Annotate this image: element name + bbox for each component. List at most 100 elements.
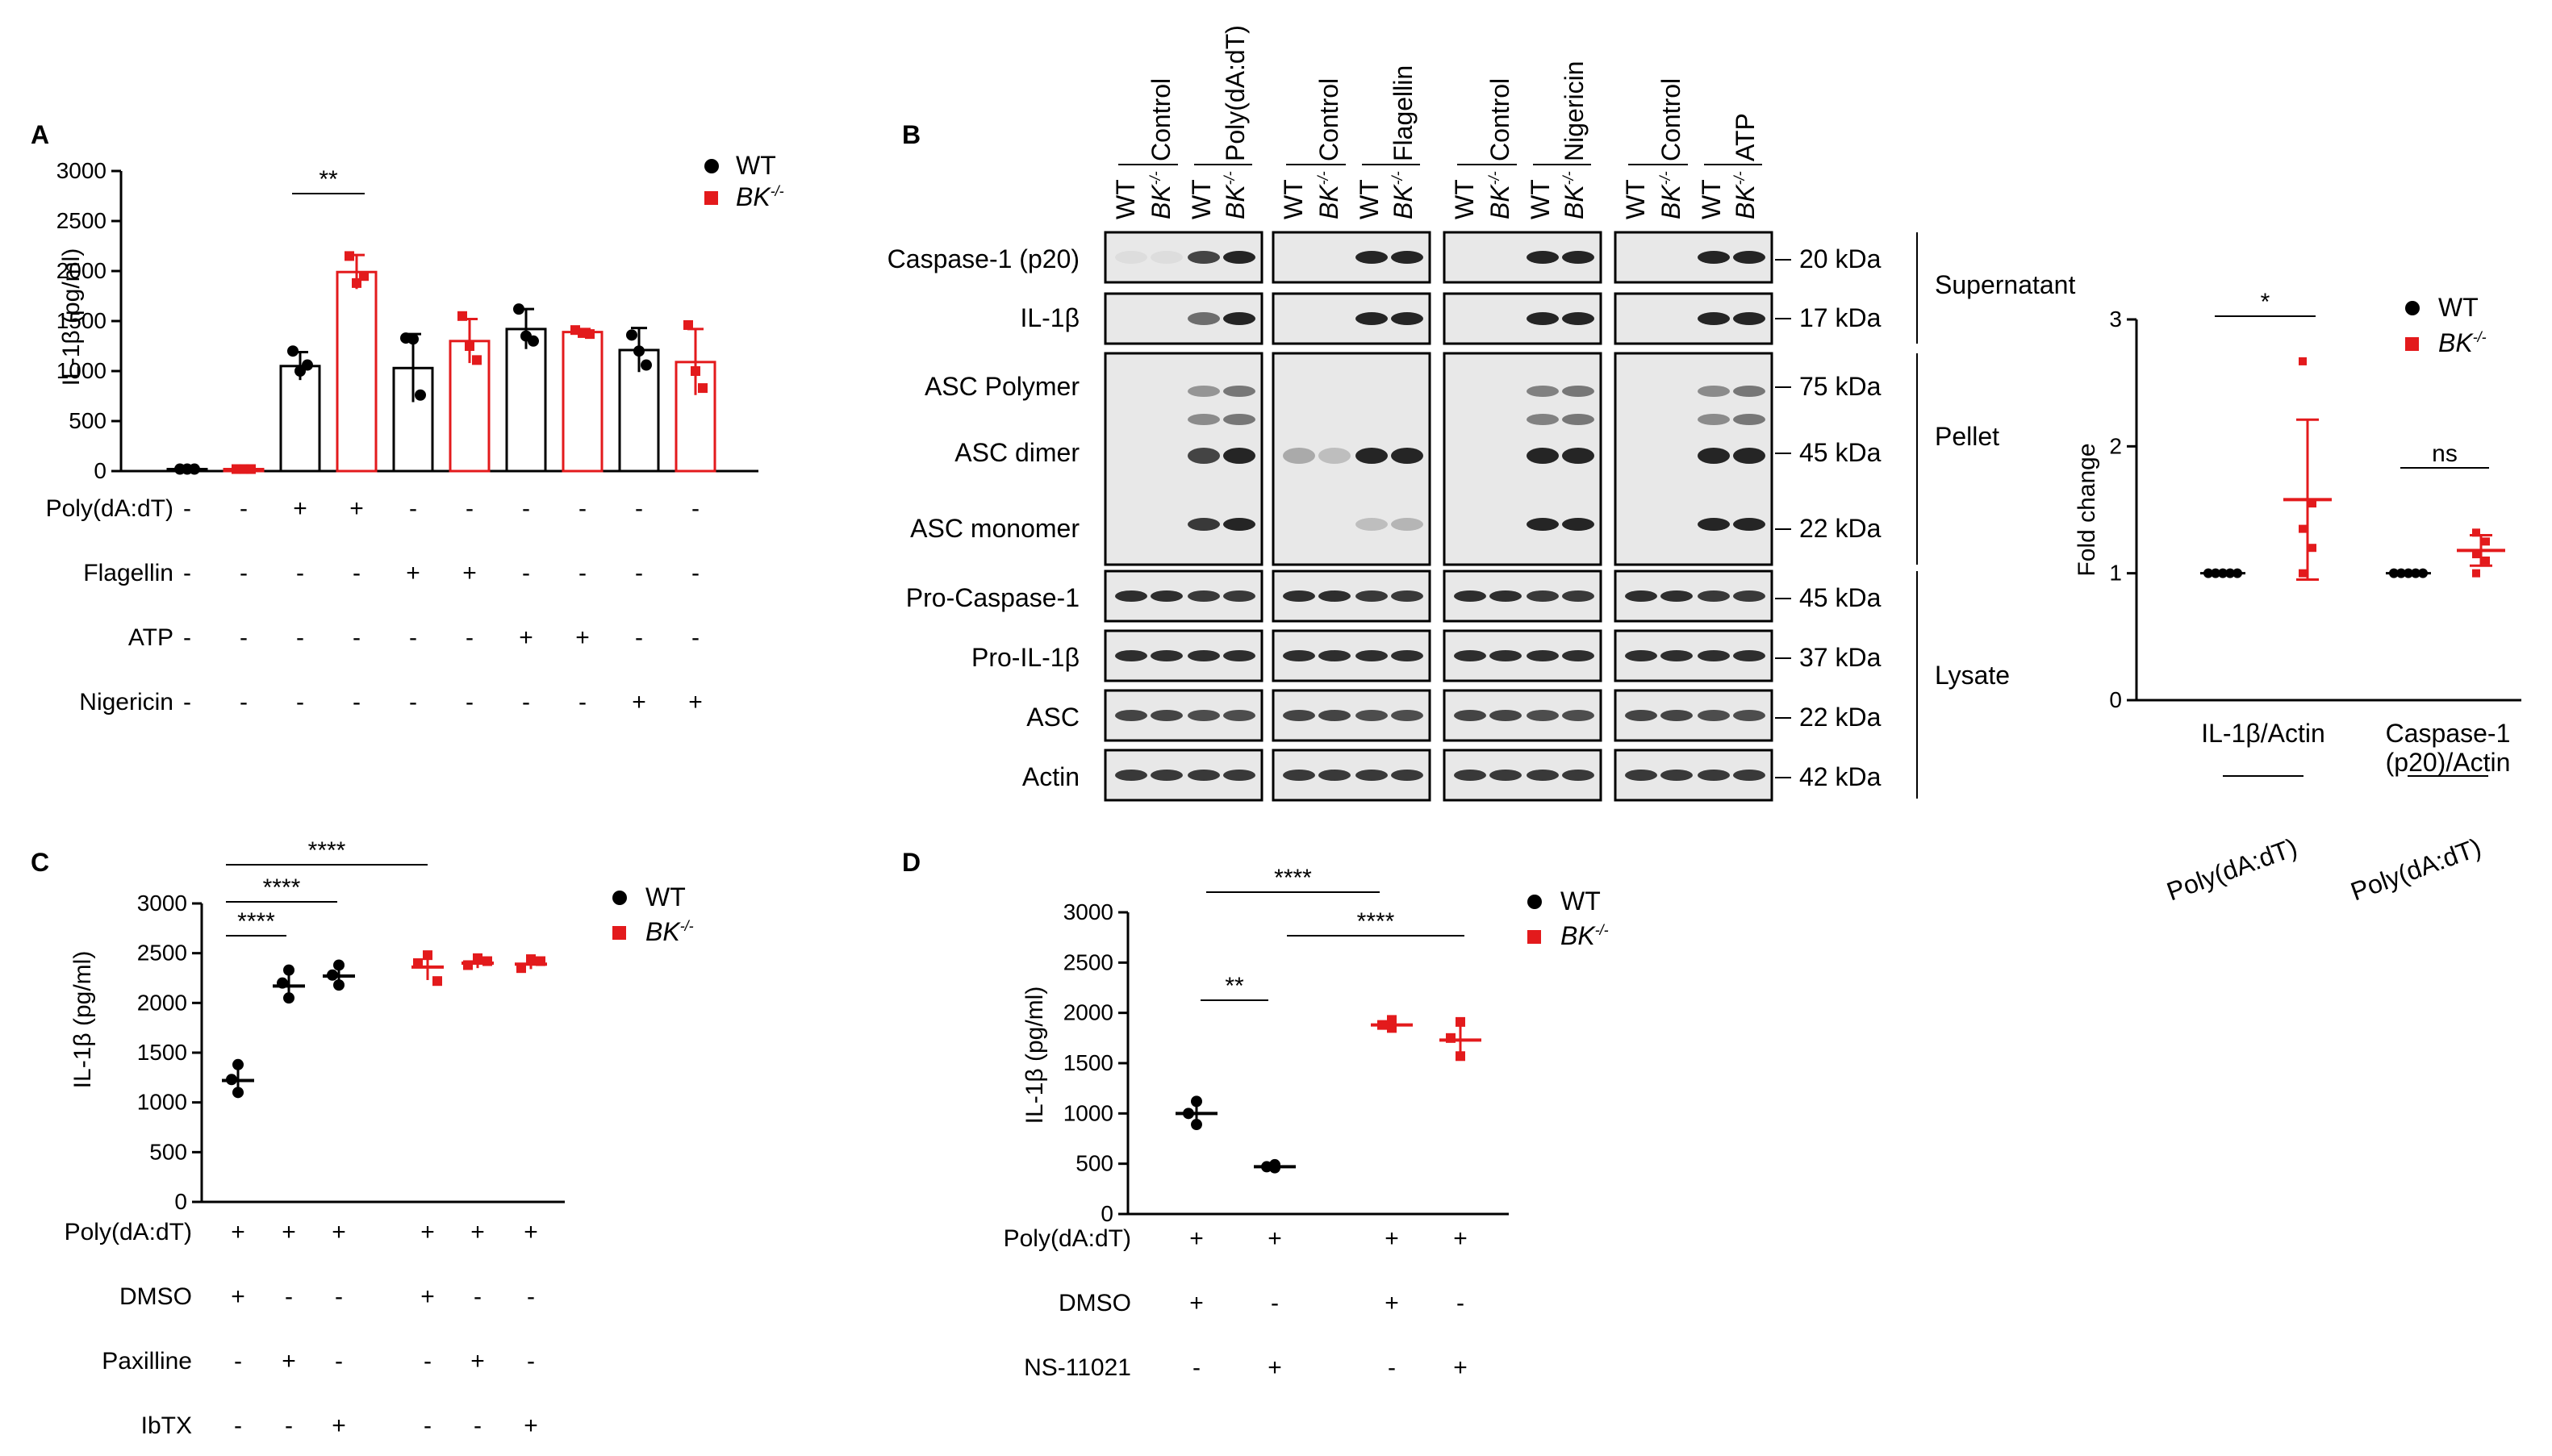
panel-bq-sig-label: ns xyxy=(2432,440,2458,467)
blot-band xyxy=(1318,650,1351,661)
panel-label-a: A xyxy=(31,120,49,149)
panel-c-point xyxy=(232,1058,244,1070)
panel-a-treatment-sign: - xyxy=(353,689,361,715)
panel-c-ytick-label: 1500 xyxy=(137,1040,187,1065)
panel-a-point xyxy=(633,345,645,357)
panel-c-treatment-sign: - xyxy=(335,1283,343,1310)
panel-a-ytick-label: 0 xyxy=(94,458,107,483)
panel-d-ytick-label: 500 xyxy=(1076,1151,1113,1176)
blot-row-label: Pro-IL-1β xyxy=(971,643,1080,672)
panel-a-treatment-sign: - xyxy=(409,624,417,651)
panel-bq-point xyxy=(2482,537,2490,546)
panel-d-ytick-label: 2000 xyxy=(1063,1000,1113,1025)
blot-band xyxy=(1698,312,1730,325)
panel-a-treatment-sign: - xyxy=(578,560,587,586)
blot-marker-label: 37 kDa xyxy=(1799,643,1882,672)
panel-c-point xyxy=(423,950,432,961)
blot-band xyxy=(1660,770,1693,781)
panel-d-point xyxy=(1191,1119,1202,1131)
panel-b-western-blot: Control Poly(dA:dT)WT BK-/-WT BK-/-Control F… xyxy=(888,25,2075,802)
blot-band xyxy=(1527,414,1559,425)
panel-a-point xyxy=(302,359,313,371)
legend-wt-label: WT xyxy=(1560,887,1601,916)
blot-band xyxy=(1660,710,1693,721)
blot-band xyxy=(1318,448,1351,464)
panel-a-treatment-sign: - xyxy=(409,689,417,715)
blot-band xyxy=(1562,312,1594,325)
panel-c-point xyxy=(333,959,345,971)
legend-bk-label: BK-/- xyxy=(1560,921,1609,950)
panel-c-treatment-sign: - xyxy=(234,1348,242,1375)
blot-lane-label: BK-/- xyxy=(1389,171,1418,219)
blot-band xyxy=(1527,386,1559,397)
panel-a-treatment-sign: + xyxy=(688,689,703,715)
blot-band xyxy=(1698,518,1730,531)
panel-a-treatment-label: ATP xyxy=(128,624,173,651)
panel-a-treatment-sign: - xyxy=(409,495,417,522)
blot-band xyxy=(1355,770,1388,781)
panel-a-treatment-sign: - xyxy=(296,560,304,586)
panel-d-point xyxy=(1191,1095,1202,1108)
panel-d-ylabel: IL-1β (pg/ml) xyxy=(1021,987,1048,1124)
panel-d-point xyxy=(1387,1015,1397,1025)
blot-band xyxy=(1733,590,1765,602)
blot-band xyxy=(1391,650,1423,661)
panel-c-treatment-sign: - xyxy=(285,1412,293,1439)
panel-a-treatment-sign: - xyxy=(522,689,530,715)
blot-band xyxy=(1733,386,1765,397)
blot-band xyxy=(1698,386,1730,397)
panel-c-treatment-label: IbTX xyxy=(141,1412,192,1439)
panel-c-treatment-sign: + xyxy=(282,1219,296,1245)
panel-c-ytick-label: 500 xyxy=(149,1139,187,1164)
blot-band xyxy=(1698,414,1730,425)
panel-a-treatment-sign: + xyxy=(406,560,420,586)
panel-d-treatment-sign: + xyxy=(1453,1225,1468,1252)
blot-band xyxy=(1391,710,1423,721)
blot-header-treatment: Poly(dA:dT) xyxy=(1221,25,1250,161)
blot-header-control: Control xyxy=(1147,78,1176,161)
panel-c-chart: IL-1β (pg/ml) WT BK-/- 0 500 1000 1500 2000 2… xyxy=(65,837,694,1439)
blot-header-control: Control xyxy=(1485,78,1514,161)
panel-c-sig-label: **** xyxy=(308,837,346,864)
blot-lane-label: BK-/- xyxy=(1560,171,1589,219)
blot-marker-label: 17 kDa xyxy=(1799,303,1882,332)
blot-band xyxy=(1454,650,1486,661)
blot-lane-label: BK-/- xyxy=(1656,171,1685,219)
panel-c-treatment-sign: + xyxy=(524,1412,538,1439)
panel-c-sig-label: **** xyxy=(237,908,275,935)
panel-a-treatment-sign: - xyxy=(635,624,643,651)
panel-a-treatment-sign: - xyxy=(522,495,530,522)
panel-bq-category-label: (p20)/Actin xyxy=(2386,748,2511,777)
panel-b-quant-chart: Fold change WT BK-/- 0 1 2 3 * ns IL-1β/Actin C… xyxy=(2074,289,2521,906)
blot-band xyxy=(1151,590,1183,602)
blot-header-treatment: Flagellin xyxy=(1389,65,1418,161)
panel-a-legend: WT BK-/- xyxy=(704,151,784,211)
panel-a-treatment-sign: - xyxy=(183,495,191,522)
panel-d-sig-label: **** xyxy=(1274,865,1312,891)
panel-a-treatment-sign: - xyxy=(691,624,700,651)
blot-band xyxy=(1562,448,1594,464)
panel-c-point xyxy=(333,979,345,991)
panel-a-treatment-sign: - xyxy=(183,560,191,586)
blot-band xyxy=(1151,770,1183,781)
blot-band xyxy=(1698,710,1730,721)
panel-a-ytick-label: 2000 xyxy=(56,258,107,283)
panel-c-point xyxy=(463,960,473,970)
blot-band xyxy=(1562,386,1594,397)
blot-band xyxy=(1698,590,1730,602)
panel-d-point xyxy=(1456,1051,1465,1062)
blot-band xyxy=(1188,386,1220,397)
blot-band xyxy=(1283,710,1315,721)
blot-band xyxy=(1391,448,1423,464)
panel-c-ytick-label: 0 xyxy=(174,1189,187,1214)
blot-fraction-label: Supernatant xyxy=(1935,270,2075,299)
blot-band xyxy=(1188,710,1220,721)
blot-fraction-label: Lysate xyxy=(1935,661,2010,690)
blot-lane-label: BK-/- xyxy=(1485,171,1514,219)
blot-band xyxy=(1660,650,1693,661)
panel-d-treatment-sign: - xyxy=(1192,1354,1201,1381)
panel-a-treatment-sign: - xyxy=(240,560,248,586)
panel-label-b: B xyxy=(902,120,921,149)
panel-a-treatment-label: Nigericin xyxy=(79,689,173,715)
